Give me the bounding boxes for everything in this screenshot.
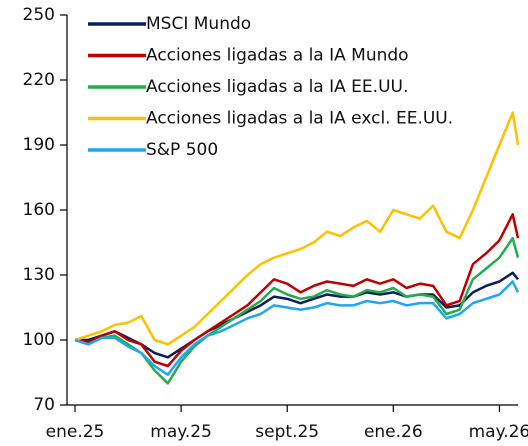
y-tick-label: 160 xyxy=(23,200,55,220)
legend-label: S&P 500 xyxy=(146,140,218,160)
y-tick-label: 250 xyxy=(23,5,55,25)
x-tick-label: ene.26 xyxy=(364,422,423,442)
x-tick-label: may.26 xyxy=(469,422,528,442)
series-line xyxy=(74,280,520,376)
series-line xyxy=(74,111,520,346)
y-tick-label: 220 xyxy=(23,70,55,90)
y-tick-label: 130 xyxy=(23,265,55,285)
series-line xyxy=(74,236,520,385)
series-line xyxy=(74,213,520,368)
x-tick-label: ene.25 xyxy=(46,422,105,442)
legend-label: Acciones ligadas a la IA Mundo xyxy=(146,46,409,66)
x-tick-label: may.25 xyxy=(150,422,212,442)
x-tick-label: sept.25 xyxy=(255,422,319,442)
legend-label: Acciones ligadas a la IA excl. EE.UU. xyxy=(146,109,453,129)
legend-label: Acciones ligadas a la IA EE.UU. xyxy=(146,77,408,97)
series-line xyxy=(75,271,519,359)
y-tick-label: 100 xyxy=(23,330,55,350)
y-tick-label: 70 xyxy=(33,395,55,415)
y-tick-label: 190 xyxy=(23,135,55,155)
legend-label: MSCI Mundo xyxy=(146,14,251,34)
